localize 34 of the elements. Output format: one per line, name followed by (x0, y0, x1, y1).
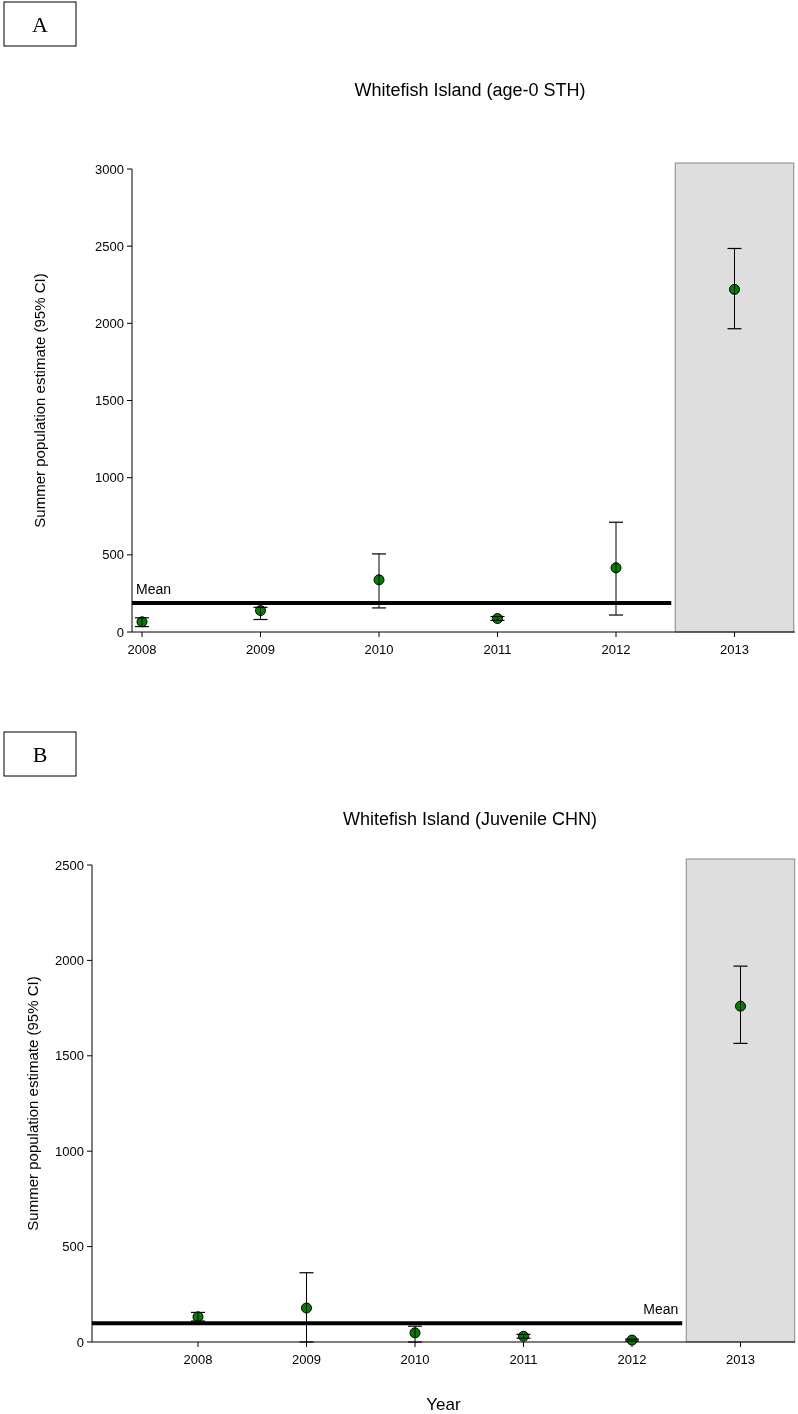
ref-line-label: Mean (643, 1301, 679, 1318)
y-tick-label: 0 (116, 624, 124, 640)
y-tick-label: 2000 (95, 315, 124, 331)
y-tick-label: 0 (76, 1334, 84, 1350)
x-tick-label: 2013 (720, 642, 749, 657)
y-tick-label: 1000 (55, 1143, 84, 1159)
y-tick-label: 2000 (55, 952, 84, 968)
y-axis-title: Summer population estimate (95% CI) (31, 273, 48, 528)
y-tick-label: 2500 (55, 857, 84, 873)
x-tick-label: 2012 (601, 642, 631, 657)
chart-title: Whitefish Island (Juvenile CHN) (342, 809, 598, 829)
y-axis-title: Summer population estimate (95% CI) (24, 976, 41, 1231)
x-tick-label: 2011 (509, 1352, 538, 1367)
y-tick-label: 1500 (95, 393, 124, 409)
x-tick-label: 2008 (127, 642, 157, 657)
chart-title: Whitefish Island (age-0 STH) (354, 80, 586, 100)
y-tick-label: 1500 (55, 1048, 84, 1064)
ref-line-label: Mean (136, 580, 172, 597)
y-tick-label: 2500 (95, 238, 124, 254)
y-tick-label: 500 (62, 1239, 84, 1255)
x-tick-label: 2009 (246, 642, 275, 657)
text: A (32, 12, 49, 37)
text: B (32, 742, 48, 767)
y-tick-label: 500 (102, 547, 124, 563)
y-tick-label: 1000 (95, 470, 124, 486)
x-tick-label: 2009 (292, 1352, 321, 1367)
x-tick-label: 2010 (400, 1352, 430, 1367)
x-tick-label: 2011 (483, 642, 512, 657)
x-tick-label: 2012 (617, 1352, 647, 1367)
x-axis-title: Year (426, 1395, 462, 1414)
x-tick-label: 2010 (364, 642, 394, 657)
y-tick-label: 3000 (95, 161, 124, 177)
x-tick-label: 2008 (183, 1352, 213, 1367)
x-tick-label: 2013 (726, 1352, 755, 1367)
